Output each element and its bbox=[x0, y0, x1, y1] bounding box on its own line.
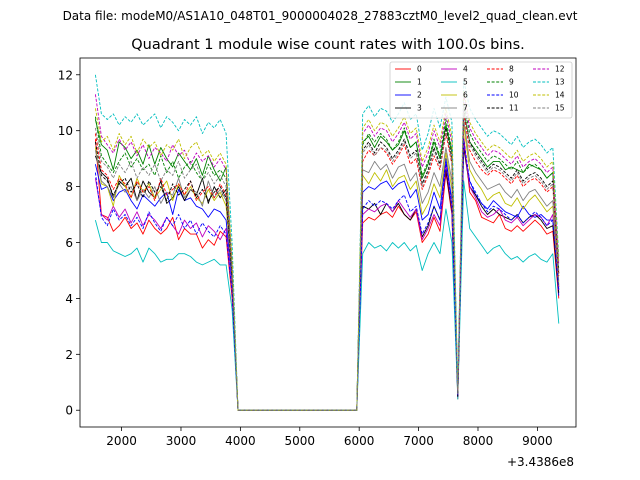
legend-label-14: 14 bbox=[555, 91, 565, 100]
y-tick-label-4: 4 bbox=[65, 292, 73, 306]
legend-label-9: 9 bbox=[509, 78, 514, 87]
y-tick-label-0: 0 bbox=[65, 404, 73, 418]
series-line-14 bbox=[94, 91, 560, 411]
series-line-8 bbox=[94, 113, 560, 411]
legend-label-1: 1 bbox=[417, 78, 422, 87]
axes-layer: 2000 3000 4000 5000 6000 7000 8000 900002468101… bbox=[58, 57, 577, 448]
y-tick-label-2: 2 bbox=[65, 348, 73, 362]
y-tick-label-12: 12 bbox=[58, 68, 73, 82]
legend-label-10: 10 bbox=[509, 91, 519, 100]
x-tick-label-6000: 6000 bbox=[344, 434, 375, 448]
series-line-11 bbox=[94, 107, 560, 411]
legend-label-11: 11 bbox=[509, 104, 519, 113]
legend-label-2: 2 bbox=[417, 91, 422, 100]
chart-suptitle: Data file: modeM0/AS1A10_048T01_90000040… bbox=[63, 9, 578, 23]
series-line-13 bbox=[94, 74, 560, 411]
series-line-2 bbox=[94, 147, 560, 411]
x-tick-label-3000: 3000 bbox=[166, 434, 197, 448]
legend-label-13: 13 bbox=[555, 78, 565, 87]
legend-label-4: 4 bbox=[463, 65, 468, 74]
legend-label-8: 8 bbox=[509, 65, 514, 74]
legend-label-6: 6 bbox=[463, 91, 468, 100]
series-line-12 bbox=[94, 93, 560, 411]
x-tick-label-9000: 9000 bbox=[522, 434, 553, 448]
y-tick-label-10: 10 bbox=[58, 124, 73, 138]
legend-label-5: 5 bbox=[463, 78, 468, 87]
chart-title: Quadrant 1 module wise count rates with … bbox=[131, 37, 525, 53]
y-tick-label-8: 8 bbox=[65, 180, 73, 194]
y-tick-label-6: 6 bbox=[65, 236, 73, 250]
x-tick-label-8000: 8000 bbox=[463, 434, 494, 448]
series-line-10 bbox=[94, 138, 560, 411]
x-offset-label: +3.4386e8 bbox=[507, 455, 574, 469]
legend-label-0: 0 bbox=[417, 65, 422, 74]
x-tick-label-5000: 5000 bbox=[285, 434, 316, 448]
legend-label-12: 12 bbox=[555, 65, 565, 74]
x-tick-label-7000: 7000 bbox=[403, 434, 434, 448]
legend-label-3: 3 bbox=[417, 104, 422, 113]
series-line-5 bbox=[94, 180, 560, 411]
series-line-6 bbox=[94, 124, 560, 411]
x-tick-label-4000: 4000 bbox=[225, 434, 256, 448]
plot-area bbox=[80, 58, 576, 427]
legend-label-15: 15 bbox=[555, 104, 565, 113]
series-line-4 bbox=[94, 141, 560, 411]
series-line-1 bbox=[94, 110, 560, 411]
plot-layer bbox=[80, 58, 576, 427]
legend-box bbox=[389, 61, 573, 119]
legend-label-7: 7 bbox=[463, 104, 468, 113]
series-line-7 bbox=[94, 119, 560, 411]
x-tick-label-2000: 2000 bbox=[106, 434, 137, 448]
series-line-9 bbox=[94, 102, 560, 411]
series-line-15 bbox=[94, 105, 560, 411]
